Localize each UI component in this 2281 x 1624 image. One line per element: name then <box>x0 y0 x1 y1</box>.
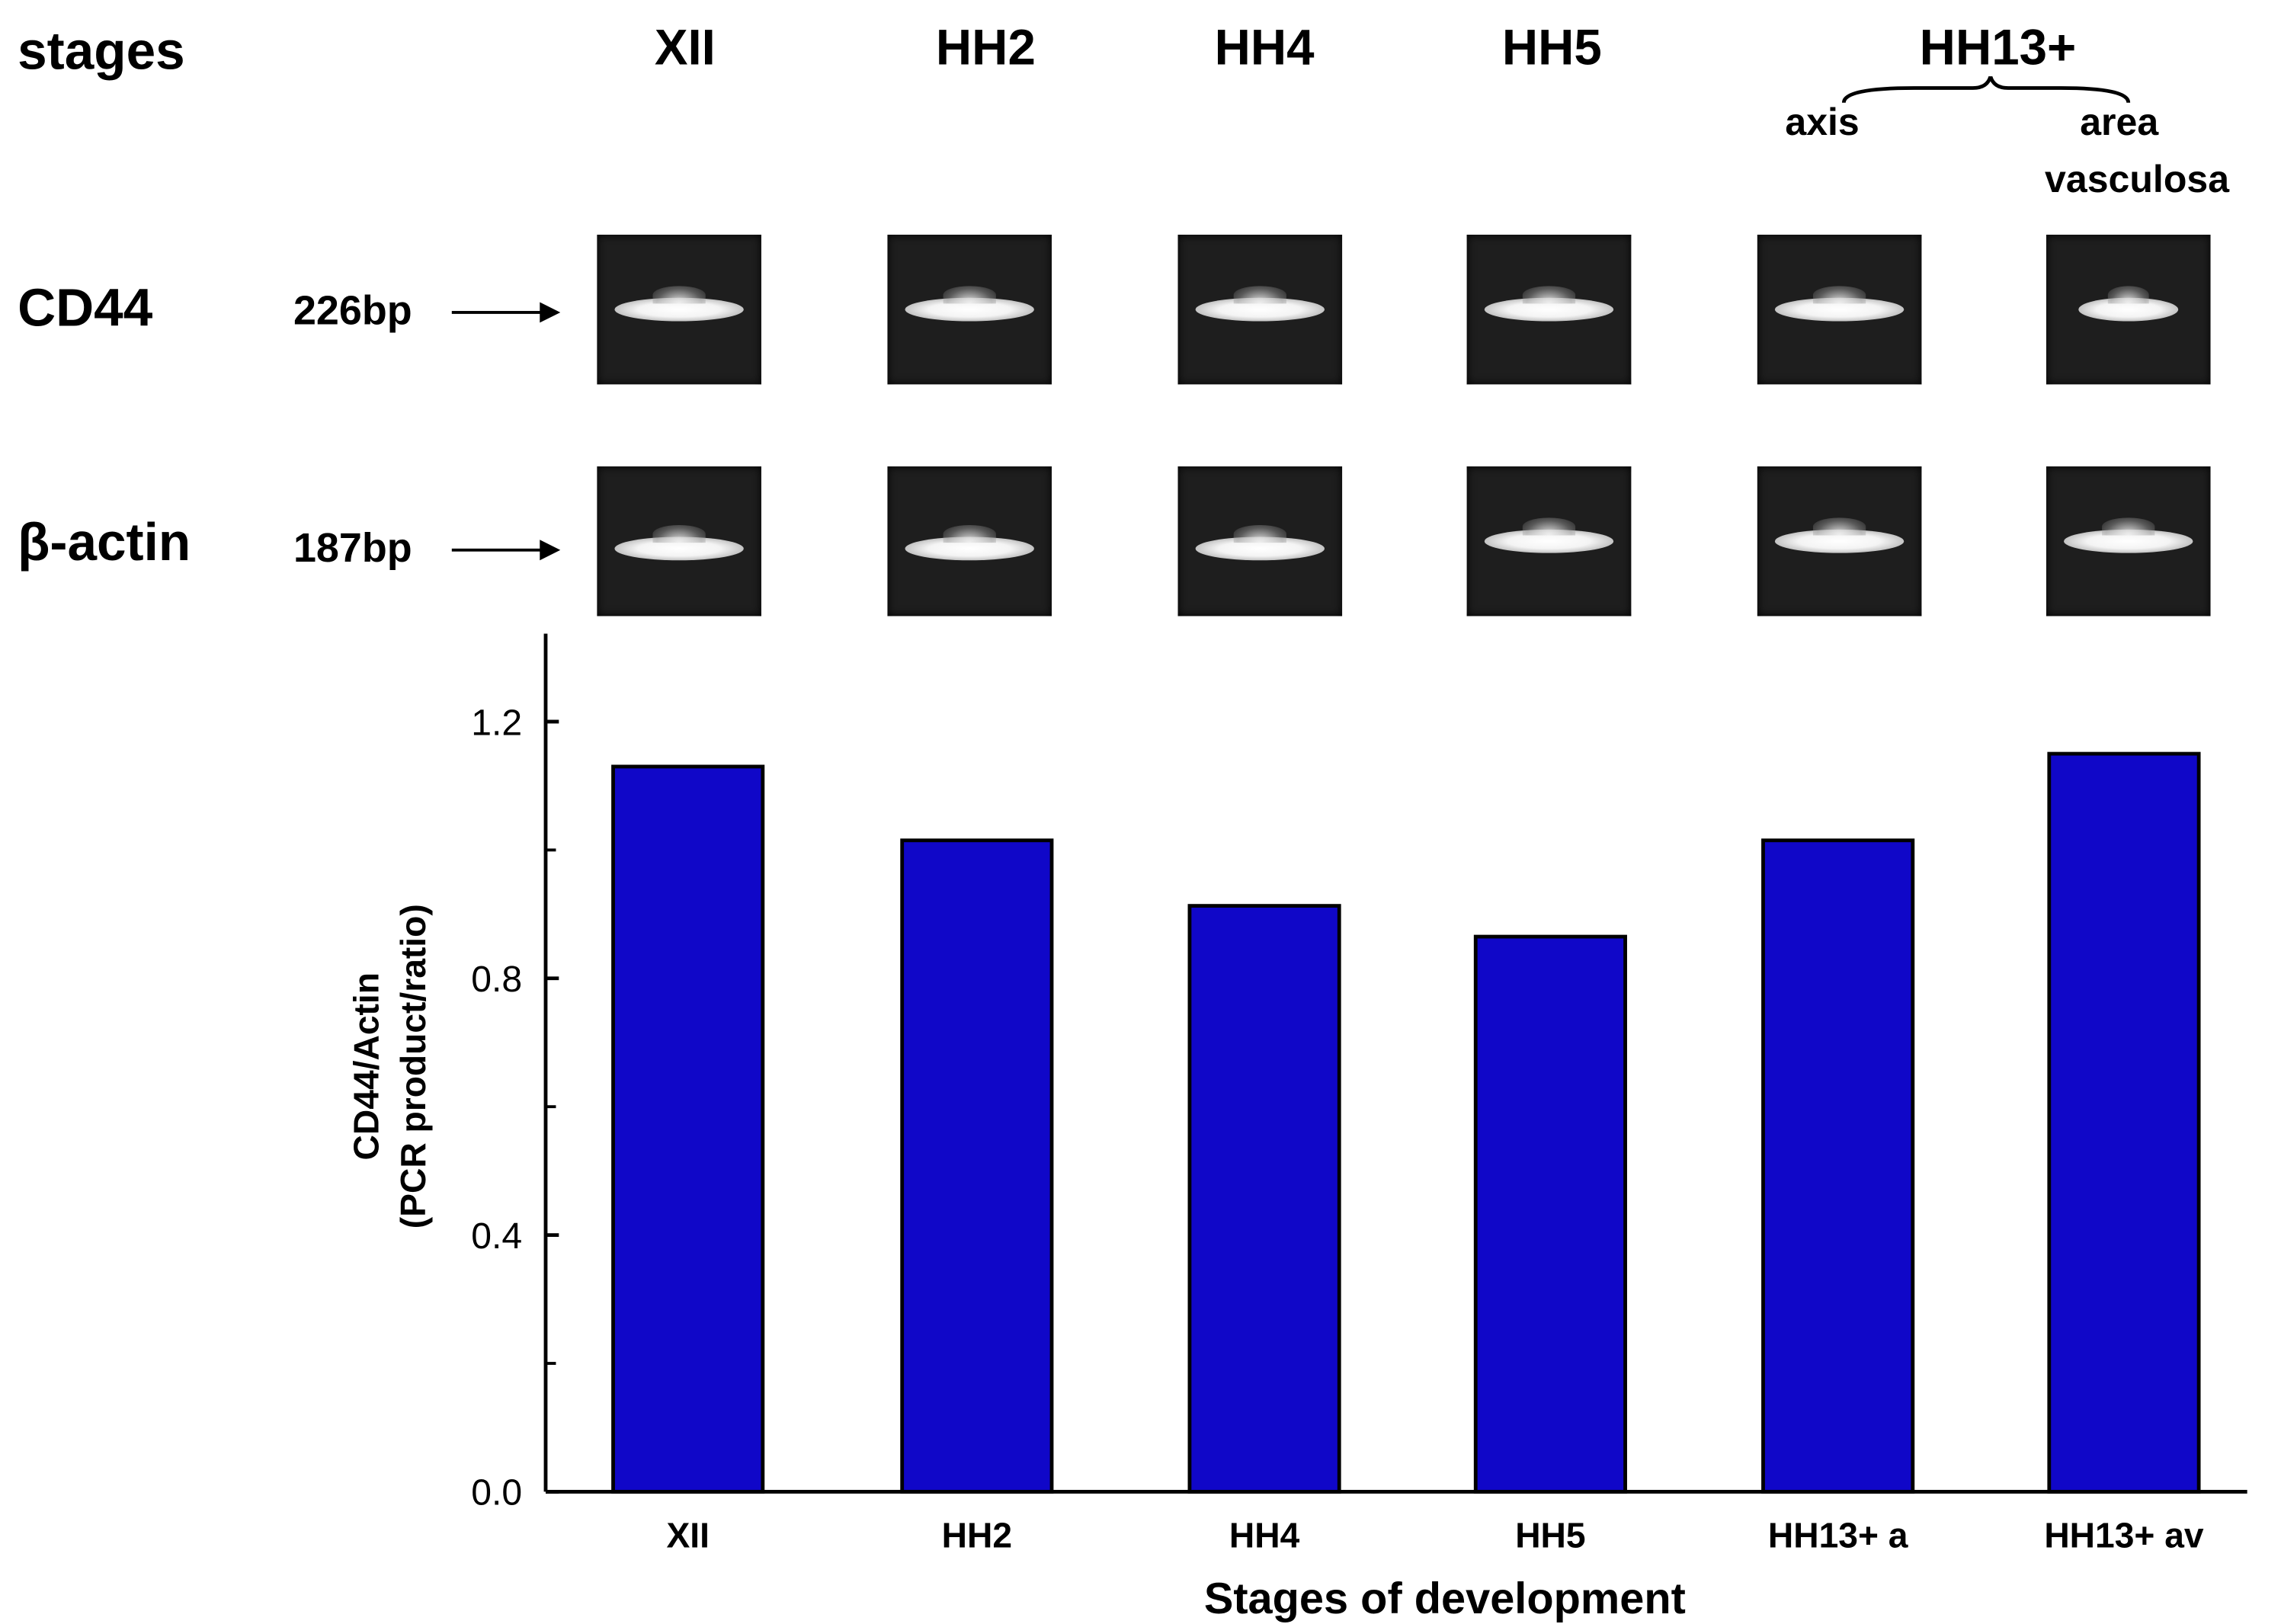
y-tick-label: 1.2 <box>471 702 522 743</box>
actin-gel-lane <box>1177 466 1343 617</box>
x-tick-label: HH13+ a <box>1768 1516 1908 1555</box>
cd44-gel-lane <box>1177 234 1343 385</box>
actin-size: 187bp <box>293 525 412 571</box>
stage-header-hh5: HH5 <box>1501 20 1602 77</box>
x-tick-label: HH5 <box>1515 1516 1585 1555</box>
gel-band <box>1774 286 1905 322</box>
actin-gel-lane <box>2046 466 2211 617</box>
x-tick-label: XII <box>666 1516 709 1555</box>
arrow-icon <box>451 302 561 323</box>
cd44-size: 226bp <box>293 287 412 333</box>
axis-label: axis <box>1785 99 1860 144</box>
cd44-gel-lane <box>1466 234 1632 385</box>
stage-header-hh13: HH13+ <box>1919 20 2077 77</box>
gel-band <box>1484 517 1614 553</box>
y-axis-title-line2: (PCR product/ratio) <box>393 904 433 1228</box>
stage-header-hh2: HH2 <box>935 20 1036 77</box>
cd44-gel-lane <box>597 234 761 385</box>
y-tick-label: 0.4 <box>471 1216 522 1257</box>
gel-band <box>1774 517 1905 553</box>
bar-hh4 <box>1187 904 1341 1494</box>
stage-header-hh4: HH4 <box>1214 20 1315 77</box>
actin-gel-lane <box>597 466 761 617</box>
y-tick-label: 0.8 <box>471 959 522 1000</box>
x-tick-label: HH4 <box>1229 1516 1300 1555</box>
actin-label: β-actin <box>18 511 191 572</box>
bar-hh5 <box>1473 934 1627 1494</box>
stage-header-xii: XII <box>654 20 716 77</box>
stages-label: stages <box>18 20 185 81</box>
gel-band <box>1195 525 1325 561</box>
actin-gel-lane <box>1757 466 1922 617</box>
gel-band <box>614 525 744 561</box>
area-label: area <box>2080 99 2159 144</box>
x-axis-title: Stages of development <box>1204 1574 1686 1623</box>
gel-band <box>1484 286 1614 322</box>
cd44-label: CD44 <box>18 277 153 338</box>
cd44-gel-lane <box>887 234 1052 385</box>
brace-icon <box>1841 76 2131 104</box>
bar-hh13-a <box>1761 838 1915 1494</box>
gel-band <box>905 286 1034 322</box>
actin-gel-lane <box>1466 466 1632 617</box>
cd44-gel-lane <box>2046 234 2211 385</box>
gel-band <box>905 525 1034 561</box>
y-tick-label: 0.0 <box>471 1472 522 1513</box>
bar-hh2 <box>900 838 1054 1494</box>
cd44-gel-lane <box>1757 234 1922 385</box>
bar-xii <box>611 764 765 1494</box>
bar-hh13-av <box>2047 751 2201 1494</box>
bar-chart: 0.0 0.4 0.8 1.2 XII HH2 HH4 HH5 HH13+ a HH13+ av S… <box>347 633 2247 1623</box>
arrow-icon <box>451 540 561 561</box>
x-tick-label: HH2 <box>942 1516 1012 1555</box>
actin-gel-lane <box>887 466 1052 617</box>
vasculosa-label: vasculosa <box>2045 156 2230 201</box>
gel-band <box>2064 517 2193 553</box>
x-tick-label: HH13+ av <box>2044 1516 2204 1555</box>
y-axis-title-line1: CD44/Actin <box>347 972 386 1160</box>
gel-band <box>614 286 744 322</box>
gel-band <box>2078 286 2179 322</box>
gel-band <box>1195 286 1325 322</box>
